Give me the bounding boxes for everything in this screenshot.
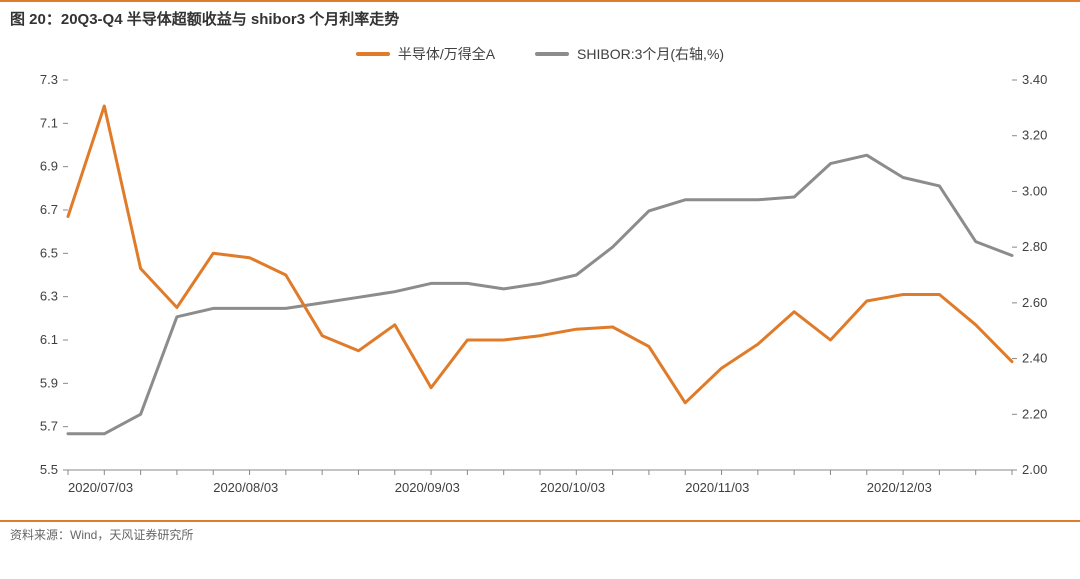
svg-text:7.3: 7.3 <box>40 72 58 87</box>
legend-swatch-series1 <box>356 52 390 56</box>
legend-item-series1: 半导体/万得全A <box>356 44 495 64</box>
chart-title: 图 20：20Q3-Q4 半导体超额收益与 shibor3 个月利率走势 <box>0 0 1080 33</box>
svg-text:2.80: 2.80 <box>1022 239 1047 254</box>
svg-text:2020/09/03: 2020/09/03 <box>395 480 460 495</box>
svg-text:3.40: 3.40 <box>1022 72 1047 87</box>
svg-text:2020/10/03: 2020/10/03 <box>540 480 605 495</box>
svg-text:6.1: 6.1 <box>40 332 58 347</box>
svg-text:6.7: 6.7 <box>40 202 58 217</box>
svg-text:2020/12/03: 2020/12/03 <box>867 480 932 495</box>
svg-text:2.00: 2.00 <box>1022 462 1047 477</box>
legend-label-series2: SHIBOR:3个月(右轴,%) <box>577 44 724 64</box>
svg-text:5.9: 5.9 <box>40 375 58 390</box>
svg-text:2020/11/03: 2020/11/03 <box>685 480 749 495</box>
chart-svg: 5.5 5.7 5.9 6.1 6.3 6.5 6.7 6.9 7.1 7.3 2.00 2.20 2.… <box>10 70 1070 520</box>
svg-text:2.60: 2.60 <box>1022 295 1047 310</box>
svg-text:7.1: 7.1 <box>40 115 58 130</box>
svg-text:6.9: 6.9 <box>40 159 58 174</box>
svg-text:2.20: 2.20 <box>1022 406 1047 421</box>
chart-plot-area: 5.5 5.7 5.9 6.1 6.3 6.5 6.7 6.9 7.1 7.3 2.00 2.20 2.… <box>10 70 1070 520</box>
svg-text:2020/07/03: 2020/07/03 <box>68 480 133 495</box>
svg-text:6.5: 6.5 <box>40 245 58 260</box>
chart-footer: 资料来源：Wind，天风证券研究所 <box>0 520 1080 543</box>
svg-text:5.5: 5.5 <box>40 462 58 477</box>
svg-text:3.20: 3.20 <box>1022 128 1047 143</box>
svg-text:6.3: 6.3 <box>40 289 58 304</box>
legend-label-series1: 半导体/万得全A <box>398 44 495 64</box>
chart-legend: 半导体/万得全A SHIBOR:3个月(右轴,%) <box>0 33 1080 70</box>
svg-text:3.00: 3.00 <box>1022 183 1047 198</box>
svg-text:2.40: 2.40 <box>1022 351 1047 366</box>
svg-text:2020/08/03: 2020/08/03 <box>213 480 278 495</box>
legend-item-series2: SHIBOR:3个月(右轴,%) <box>535 44 724 64</box>
svg-text:5.7: 5.7 <box>40 419 58 434</box>
legend-swatch-series2 <box>535 52 569 56</box>
